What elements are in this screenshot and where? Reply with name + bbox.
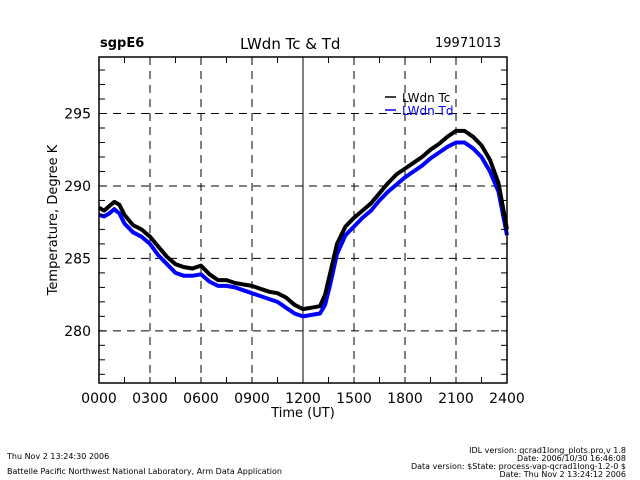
x-tick-label: 1800 bbox=[387, 391, 423, 407]
chart: 0000 0300 0600 0900 1200 1500 1800 2100 2400 280 2… bbox=[46, 56, 525, 421]
grid bbox=[99, 57, 507, 383]
y-axis-label: Temperature, Degree K bbox=[46, 144, 61, 296]
x-tick-label: 0900 bbox=[234, 391, 270, 407]
x-tick-label: 0300 bbox=[132, 391, 168, 407]
date-label: 19971013 bbox=[435, 36, 502, 51]
chart-title: LWdn Tc & Td bbox=[240, 35, 341, 53]
footer-timestamp: Thu Nov 2 13:24:30 2006 bbox=[7, 452, 110, 461]
ticks: 0000 0300 0600 0900 1200 1500 1800 2100 2400 280 2… bbox=[64, 57, 525, 407]
footer-idl-date: Date: 2006/10/30 16:46:08 bbox=[517, 454, 626, 463]
station-label: sgpE6 bbox=[100, 36, 145, 51]
footer-data-version: Data version: $State: process-vap-qcrad1… bbox=[410, 462, 626, 471]
series-line-lwdn-tc bbox=[98, 128, 509, 312]
x-axis-label: Time (UT) bbox=[270, 406, 335, 421]
footer-data-date: Date: Thu Nov 2 13:24:12 2006 bbox=[499, 470, 626, 479]
series-line-lwdn-td bbox=[98, 140, 509, 319]
y-tick-label: 285 bbox=[64, 251, 91, 267]
footer-idl-version: IDL version: qcrad1long_plots.pro,v 1.8 bbox=[469, 446, 626, 455]
x-tick-label: 0000 bbox=[81, 391, 117, 407]
footer-institution: Battelle Pacific Northwest National Labo… bbox=[7, 467, 282, 476]
x-tick-label: 2400 bbox=[489, 391, 525, 407]
x-tick-label: 2100 bbox=[438, 391, 474, 407]
series-layer bbox=[98, 128, 509, 319]
y-tick-label: 295 bbox=[64, 107, 91, 123]
x-tick-label: 1500 bbox=[336, 391, 372, 407]
y-tick-label: 280 bbox=[64, 324, 91, 340]
x-tick-label: 0600 bbox=[183, 391, 219, 407]
legend-label: LWdn Td bbox=[402, 104, 453, 118]
y-tick-label: 290 bbox=[64, 179, 91, 195]
legend-label: LWdn Tc bbox=[402, 91, 450, 105]
x-tick-label: 1200 bbox=[285, 391, 321, 407]
